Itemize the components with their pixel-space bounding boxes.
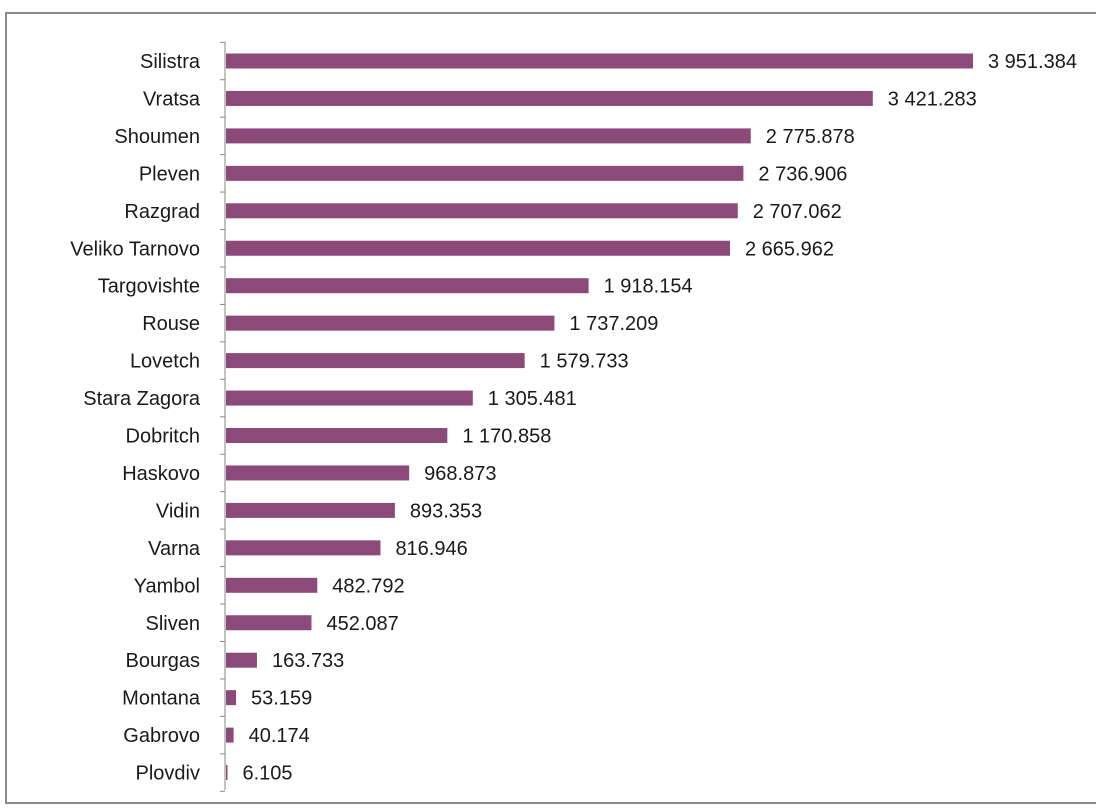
category-label: Lovetch	[130, 351, 200, 373]
bar	[226, 203, 738, 219]
category-label: Stara Zagora	[83, 388, 201, 410]
bar	[226, 278, 589, 294]
category-label: Pleven	[139, 163, 200, 185]
category-label: Vidin	[156, 500, 200, 522]
bar	[226, 90, 873, 106]
data-label: 1 579.733	[540, 351, 629, 373]
data-label: 2 707.062	[753, 201, 842, 223]
bar	[226, 390, 473, 406]
category-label: Dobritch	[126, 426, 200, 448]
data-label: 482.792	[332, 575, 404, 597]
labels-layer: Silistra 3 951.384 Vratsa 3 421.283 Shoumen 2…	[70, 51, 1077, 785]
bar	[226, 353, 525, 369]
category-label: Yambol	[134, 575, 200, 597]
category-label: Haskovo	[122, 463, 200, 485]
category-label: Sliven	[146, 613, 200, 635]
category-label: Varna	[148, 538, 201, 560]
bar	[226, 502, 395, 518]
bar	[226, 540, 381, 556]
chart-frame	[5, 12, 1096, 804]
data-label: 1 305.481	[488, 388, 577, 410]
bar	[226, 240, 730, 256]
bar	[226, 765, 228, 781]
data-label: 2 665.962	[745, 238, 834, 260]
data-label: 968.873	[424, 463, 496, 485]
data-label: 163.733	[272, 650, 344, 672]
bar	[226, 577, 318, 593]
data-label: 40.174	[249, 725, 310, 747]
category-label: Veliko Tarnovo	[70, 238, 200, 260]
category-label: Shoumen	[114, 126, 200, 148]
category-label: Plovdiv	[136, 763, 200, 785]
data-label: 6.105	[243, 763, 293, 785]
data-label: 2 775.878	[766, 126, 855, 148]
bar	[226, 465, 410, 481]
data-label: 1 918.154	[604, 276, 693, 298]
bar	[226, 652, 257, 668]
bar	[226, 53, 973, 69]
category-label: Gabrovo	[123, 725, 200, 747]
category-label: Bourgas	[126, 650, 201, 672]
data-label: 1 737.209	[569, 313, 658, 335]
category-label: Montana	[122, 688, 201, 710]
data-label: 816.946	[395, 538, 467, 560]
data-label: 1 170.858	[462, 426, 551, 448]
category-label: Targovishte	[98, 276, 200, 298]
category-label: Razgrad	[124, 201, 200, 223]
bar	[226, 690, 237, 706]
data-label: 452.087	[326, 613, 398, 635]
bar	[226, 315, 555, 331]
bar	[226, 428, 448, 443]
bars-layer	[226, 53, 973, 781]
category-label: Rouse	[142, 313, 200, 335]
bar	[226, 727, 234, 743]
bar	[226, 615, 312, 631]
axis-layer	[220, 41, 226, 792]
category-label: Vratsa	[143, 88, 201, 110]
bar	[226, 128, 751, 144]
data-label: 3 951.384	[988, 51, 1077, 73]
bar	[226, 165, 744, 181]
category-label: Silistra	[140, 51, 201, 73]
data-label: 2 736.906	[758, 163, 847, 185]
data-label: 3 421.283	[888, 88, 977, 110]
data-label: 53.159	[251, 688, 312, 710]
data-label: 893.353	[410, 500, 482, 522]
